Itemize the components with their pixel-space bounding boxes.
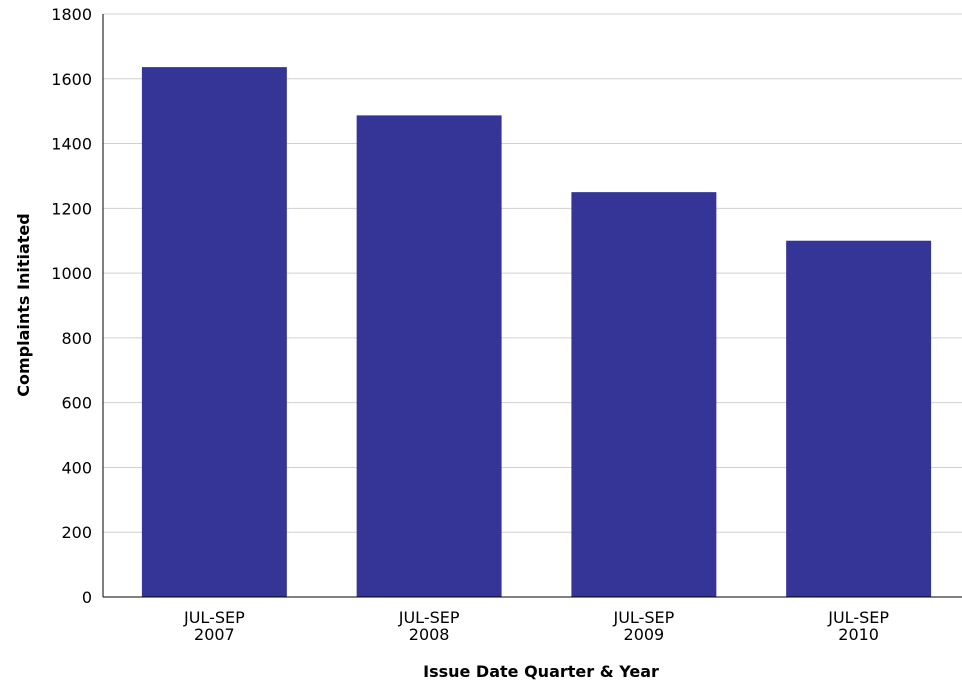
bar — [356, 115, 502, 597]
x-tick-label-line: JUL-SEP — [183, 608, 245, 627]
y-tick-label: 0 — [82, 588, 92, 607]
y-tick-label: 1000 — [51, 264, 92, 283]
y-tick-label: 400 — [61, 458, 92, 477]
y-tick-label: 1800 — [51, 5, 92, 24]
bars — [141, 67, 932, 597]
bar — [141, 67, 287, 597]
x-tick-label: JUL-SEP 2010 — [827, 608, 889, 644]
x-tick-label-line: 2010 — [838, 625, 879, 644]
y-tick-label: 200 — [61, 523, 92, 542]
x-tick-label-line: 2007 — [194, 625, 235, 644]
x-tick-label-line: JUL-SEP — [613, 608, 675, 627]
x-tick-label-line: JUL-SEP — [827, 608, 889, 627]
x-axis-title: Issue Date Quarter & Year — [423, 662, 659, 681]
x-tick-label: JUL-SEP 2009 — [613, 608, 675, 644]
y-tick-label: 1600 — [51, 70, 92, 89]
x-tick-label-line: 2009 — [624, 625, 665, 644]
x-tick-label: JUL-SEP 2007 — [183, 608, 245, 644]
x-tick-label-line: 2008 — [409, 625, 450, 644]
x-tick-label: JUL-SEP 2008 — [398, 608, 460, 644]
y-tick-label: 1400 — [51, 135, 92, 154]
bar — [786, 240, 932, 597]
y-tick-labels: 0 200 400 600 800 1000 1200 1400 1600 1800 — [51, 5, 92, 607]
bar — [571, 192, 717, 597]
y-axis-title: Complaints Initiated — [14, 213, 33, 396]
y-tick-label: 800 — [61, 329, 92, 348]
y-tick-label: 1200 — [51, 199, 92, 218]
x-tick-label-line: JUL-SEP — [398, 608, 460, 627]
y-tick-label: 600 — [61, 394, 92, 413]
